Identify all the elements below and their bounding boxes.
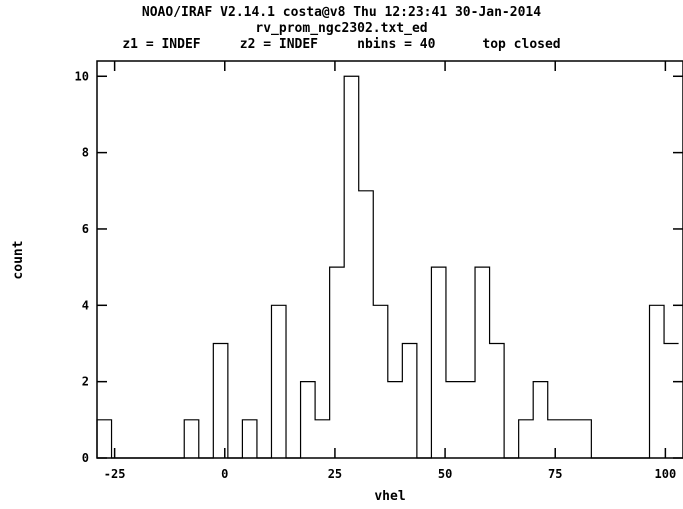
- x-tick-label: 0: [221, 467, 228, 481]
- y-axis-title: count: [11, 240, 26, 279]
- x-tick-label: 50: [438, 467, 452, 481]
- y-tick-label: 8: [82, 146, 89, 160]
- y-tick-label: 2: [82, 375, 89, 389]
- histogram-outline: [96, 75, 679, 459]
- x-tick-label: 25: [328, 467, 342, 481]
- x-axis-title: vhel: [374, 489, 405, 504]
- y-axis-ticks: 0 2 4 6 8 10: [75, 69, 683, 465]
- y-tick-label: 4: [82, 298, 89, 312]
- y-tick-label: 10: [75, 69, 89, 83]
- x-tick-label: -25: [104, 467, 126, 481]
- chart-title-line-2: rv_prom_ngc2302.txt_ed: [255, 21, 428, 36]
- x-tick-label: 75: [548, 467, 562, 481]
- chart-title-line-1: NOAO/IRAF V2.14.1 costa@v8 Thu 12:23:41 …: [141, 5, 542, 20]
- x-axis-ticks: -25 0 25 50 75 100: [104, 61, 676, 481]
- y-tick-label: 0: [82, 451, 89, 465]
- chart-title-line-3: z1 = INDEF z2 = INDEF nbins = 40 top clo…: [122, 37, 561, 52]
- plot-frame: [96, 60, 683, 459]
- y-tick-label: 6: [82, 222, 89, 236]
- x-tick-label: 100: [655, 467, 677, 481]
